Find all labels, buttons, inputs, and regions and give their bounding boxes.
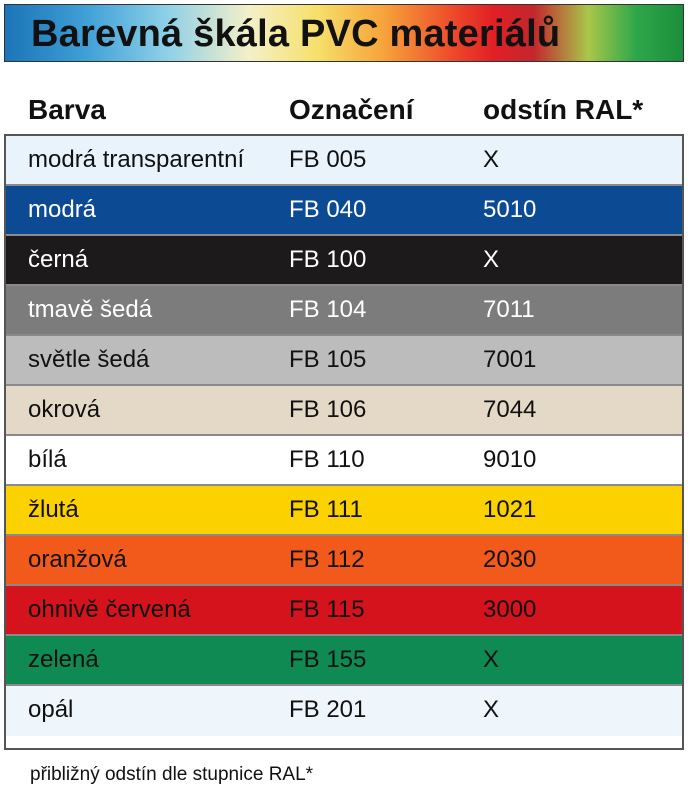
- cell-barva: okrová: [28, 396, 101, 423]
- footnote: přibližný odstín dle stupnice RAL*: [30, 764, 314, 785]
- cell-oznaceni: FB 112: [289, 546, 365, 573]
- header-ral: odstín RAL*: [483, 94, 644, 125]
- header-barva: Barva: [28, 94, 106, 125]
- cell-barva: modrá transparentní: [28, 146, 245, 173]
- cell-barva: žlutá: [28, 496, 79, 523]
- cell-oznaceni: FB 115: [289, 596, 365, 623]
- table-row: žlutá FB 111 1021: [6, 486, 682, 536]
- cell-ral: 1021: [483, 496, 537, 523]
- page-title: Barevná škála PVC materiálů: [31, 13, 561, 55]
- table-row: černá FB 100 X: [6, 236, 682, 286]
- cell-ral: X: [483, 146, 500, 173]
- table-row: oranžová FB 112 2030: [6, 536, 682, 586]
- cell-oznaceni: FB 106: [289, 396, 367, 423]
- cell-barva: zelená: [28, 646, 99, 673]
- header-oznaceni: Označení: [289, 94, 414, 125]
- title-banner: Barevná škála PVC materiálů: [4, 4, 684, 62]
- table-row: zelená FB 155 X: [6, 636, 682, 686]
- cell-ral: X: [483, 246, 500, 273]
- cell-oznaceni: FB 111: [289, 496, 363, 523]
- table-row: opál FB 201 X: [6, 686, 682, 736]
- cell-ral: 7044: [483, 396, 537, 423]
- cell-oznaceni: FB 040: [289, 196, 367, 223]
- cell-barva: modrá: [28, 196, 97, 223]
- cell-ral: 5010: [483, 196, 537, 223]
- cell-ral: 7011: [483, 296, 535, 323]
- cell-oznaceni: FB 100: [289, 246, 367, 273]
- cell-oznaceni: FB 155: [289, 646, 367, 673]
- cell-oznaceni: FB 110: [289, 446, 365, 473]
- cell-ral: X: [483, 646, 500, 673]
- cell-barva: tmavě šedá: [28, 296, 153, 323]
- table-row: modrá FB 040 5010: [6, 186, 682, 236]
- cell-barva: bílá: [28, 446, 67, 473]
- cell-oznaceni: FB 105: [289, 346, 367, 373]
- cell-oznaceni: FB 104: [289, 296, 367, 323]
- cell-barva: černá: [28, 246, 89, 273]
- table-row: modrá transparentní FB 005 X: [6, 136, 682, 186]
- table-row: bílá FB 110 9010: [6, 436, 682, 486]
- cell-ral: 2030: [483, 546, 537, 573]
- cell-ral: 9010: [483, 446, 537, 473]
- cell-barva: ohnivě červená: [28, 596, 191, 623]
- table-row: tmavě šedá FB 104 7011: [6, 286, 682, 336]
- cell-barva: oranžová: [28, 546, 127, 573]
- cell-barva: opál: [28, 696, 74, 723]
- table-row: světle šedá FB 105 7001: [6, 336, 682, 386]
- cell-ral: X: [483, 696, 500, 723]
- cell-ral: 3000: [483, 596, 537, 623]
- cell-ral: 7001: [483, 346, 537, 373]
- table-row: ohnivě červená FB 115 3000: [6, 586, 682, 636]
- cell-barva: světle šedá: [28, 346, 150, 373]
- table-header: Barva Označení odstín RAL*: [4, 84, 684, 132]
- table-row: okrová FB 106 7044: [6, 386, 682, 436]
- cell-oznaceni: FB 005: [289, 146, 367, 173]
- cell-oznaceni: FB 201: [289, 696, 367, 723]
